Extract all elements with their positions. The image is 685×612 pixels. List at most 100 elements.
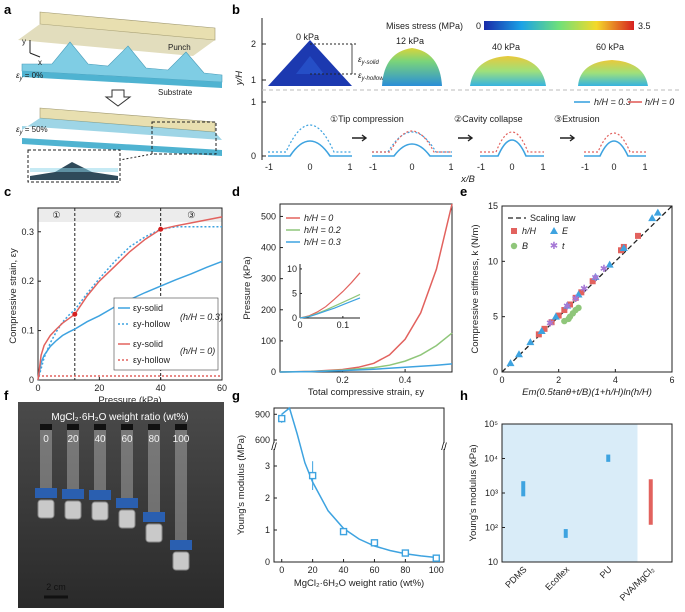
stage-label: ③ bbox=[187, 210, 195, 220]
photo-title: MgCl₂·6H₂O weight ratio (wt%) bbox=[51, 412, 188, 423]
e-point-triangle bbox=[653, 208, 662, 216]
strain-0-label: εy = 0% bbox=[16, 71, 43, 82]
e-point-triangle bbox=[515, 350, 523, 358]
g-break-gap-right bbox=[440, 443, 448, 449]
eps-solid-sub: y-solid bbox=[361, 60, 380, 66]
punch-plate-shadow bbox=[18, 24, 215, 56]
c-legend-label: εy-solid bbox=[133, 303, 163, 313]
e-point-square bbox=[548, 319, 555, 326]
b-xtick-0-1: 0 bbox=[307, 162, 312, 172]
e-point-star: ✱ bbox=[563, 302, 571, 313]
c-xtick-label: 60 bbox=[217, 383, 227, 393]
fem-dome-40kpa bbox=[470, 56, 546, 86]
h-range-bar bbox=[606, 454, 611, 462]
b-xticks: -1 0 1 -1 0 1 -1 0 1 -1 0 1 bbox=[265, 162, 648, 172]
fem-dome-12kpa bbox=[382, 48, 442, 86]
h-range-bar bbox=[648, 479, 653, 525]
strain-0-value: = 0% bbox=[23, 71, 44, 80]
b-xtick-3-0: -1 bbox=[581, 162, 589, 172]
g-frame bbox=[273, 407, 445, 563]
h-ylabel: Young's modulus (kPa) bbox=[468, 444, 479, 541]
g-break-gap-left bbox=[270, 443, 278, 449]
c-series-line bbox=[37, 216, 223, 381]
g-ytick-label: 900 bbox=[255, 409, 270, 419]
b-ytick-1b: 1 bbox=[251, 75, 256, 85]
h-ytick-label: 10 bbox=[488, 557, 498, 567]
axis-x-label: x bbox=[38, 58, 42, 67]
panel-label-a: a bbox=[4, 2, 12, 17]
eps-hollow-symbol: ε bbox=[358, 71, 362, 80]
b-xlabel: x/B bbox=[460, 174, 475, 185]
d-ytick-label: 400 bbox=[261, 243, 276, 253]
e-point-triangle bbox=[648, 214, 657, 222]
b-yticks: 0 1 1 2 bbox=[251, 39, 266, 161]
d-inset-series-line bbox=[299, 293, 361, 319]
tube-ratio-label: 20 bbox=[67, 434, 79, 445]
e-point-circle bbox=[575, 304, 582, 312]
g-xtick-label: 80 bbox=[400, 565, 410, 575]
e-point-star: ✱ bbox=[571, 294, 579, 305]
arrow-1-icon bbox=[352, 134, 368, 142]
colorbar bbox=[484, 21, 634, 30]
e-point-triangle bbox=[537, 327, 546, 335]
d-ytick-label: 200 bbox=[261, 305, 276, 315]
strain-0-symbol: ε bbox=[16, 71, 20, 80]
g-xtick-label: 60 bbox=[369, 565, 379, 575]
g-point bbox=[339, 527, 348, 536]
e-xtick-label: 6 bbox=[669, 375, 674, 385]
film-sample bbox=[62, 489, 84, 499]
e-legend-label: E bbox=[562, 226, 569, 236]
tube-ratio-label: 0 bbox=[43, 434, 49, 445]
chart-h: 10 10² 10³ 10⁴ 10⁵ Young's modulus (kPa) PDMS E… bbox=[468, 419, 673, 603]
e-point-triangle bbox=[605, 260, 614, 268]
weight bbox=[64, 500, 82, 520]
b-xtick-0-2: 1 bbox=[347, 162, 352, 172]
g-xtick-label: 40 bbox=[339, 565, 349, 575]
c-legend-label: εy-hollow bbox=[133, 355, 171, 365]
e-point-square bbox=[567, 301, 573, 308]
step-1: ①Tip compression bbox=[330, 114, 404, 124]
tube-cap bbox=[175, 424, 187, 430]
h-ytick-label: 10⁴ bbox=[484, 454, 498, 464]
tube-body bbox=[40, 430, 52, 488]
c-ytick-label: 0.2 bbox=[21, 276, 34, 286]
substrate-top bbox=[21, 41, 223, 83]
e-point-star: ✱ bbox=[591, 273, 599, 284]
g-point bbox=[370, 539, 379, 547]
e-point-triangle bbox=[506, 359, 515, 367]
chart-g: // // 0 20 40 60 80 100 600 900 0 1 2 3 MgCl₂·6H₂O wei… bbox=[236, 406, 448, 589]
h-category-label: PVA/MgCl₂ bbox=[618, 564, 657, 603]
stage-label: ① bbox=[52, 210, 60, 220]
panel-b: y/H 0 1 1 2 Mises stress (MPa) 0 3.5 0 k… bbox=[234, 18, 680, 185]
strain-50-sub: y bbox=[19, 130, 24, 136]
d-ytick-label: 500 bbox=[261, 211, 276, 221]
tube-ratio-label: 100 bbox=[173, 434, 190, 445]
film-sample bbox=[143, 512, 165, 522]
fem-dome-60kpa bbox=[578, 60, 648, 86]
c-xtick-label: 40 bbox=[156, 383, 166, 393]
pressure-60: 60 kPa bbox=[596, 42, 624, 52]
e-ylabel: Compressive stiffness, k (N/m) bbox=[470, 224, 481, 353]
colorbar-max: 3.5 bbox=[638, 21, 651, 31]
weight bbox=[145, 523, 163, 543]
pressure-40: 40 kPa bbox=[492, 42, 520, 52]
d-inset-xtick-label: 0.1 bbox=[337, 320, 350, 330]
b-xtick-1-0: -1 bbox=[369, 162, 377, 172]
e-ytick-label: 5 bbox=[493, 312, 498, 322]
d-inset-ytick-label: 5 bbox=[292, 288, 297, 298]
film-sample bbox=[35, 488, 57, 498]
axis-y-label: y bbox=[22, 37, 26, 46]
e-point-triangle bbox=[619, 244, 628, 252]
scale-bar-label: 2 cm bbox=[46, 582, 66, 592]
eps-hollow-label: εy-hollow bbox=[358, 71, 384, 82]
c-ytick-label: 0 bbox=[29, 375, 34, 385]
h-category-label: Ecoflex bbox=[543, 564, 571, 592]
e-point-square bbox=[589, 278, 596, 285]
c-marker bbox=[158, 226, 164, 232]
g-point bbox=[432, 554, 440, 562]
panel-label-c: c bbox=[4, 184, 11, 199]
e-legend-label: h/H bbox=[522, 226, 537, 236]
c-series-line bbox=[37, 226, 222, 381]
colorbar-min: 0 bbox=[476, 21, 481, 31]
g-ytick-label: 2 bbox=[265, 493, 270, 503]
